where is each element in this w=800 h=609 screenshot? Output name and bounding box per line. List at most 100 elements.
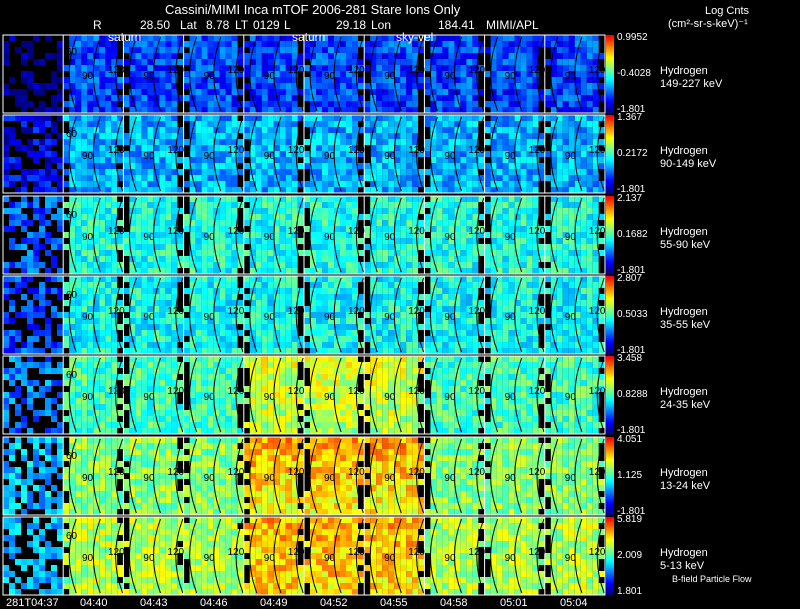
heatmap-cell	[63, 169, 70, 175]
contour-arc	[175, 36, 184, 112]
heatmap-cell	[297, 77, 304, 83]
heatmap-cell	[213, 220, 220, 226]
heatmap-cell	[297, 256, 304, 262]
heatmap-cell	[490, 83, 497, 89]
heatmap-cell	[75, 208, 82, 214]
heatmap-cell	[502, 95, 509, 101]
heatmap-cell	[370, 220, 377, 226]
heatmap-cell	[376, 139, 383, 145]
heatmap-cell	[237, 348, 244, 354]
heatmap-cell	[304, 77, 310, 83]
heatmap-cell	[27, 244, 33, 250]
heatmap-cell	[297, 89, 304, 95]
heatmap-cell	[183, 232, 190, 238]
heatmap-cell	[598, 47, 605, 53]
heatmap-cell	[316, 250, 322, 256]
heatmap-cell	[514, 163, 521, 169]
heatmap-cell	[598, 133, 605, 139]
heatmap-cell	[388, 53, 395, 59]
heatmap-cell	[243, 157, 250, 163]
heatmap-cell	[328, 202, 334, 208]
heatmap-cell	[183, 336, 190, 342]
heatmap-cell	[267, 139, 274, 145]
heatmap-cell	[63, 101, 70, 107]
heatmap-cell	[460, 89, 467, 95]
heatmap-cell	[316, 348, 322, 354]
contour-arc	[596, 36, 605, 112]
heatmap-cell	[51, 220, 57, 226]
heatmap-cell	[57, 151, 63, 157]
heatmap-cell	[346, 157, 352, 163]
heatmap-cell	[466, 238, 473, 244]
contour-arc	[235, 197, 244, 273]
heatmap-cell	[165, 348, 172, 354]
heatmap-cell	[255, 306, 262, 312]
heatmap-cell	[15, 202, 21, 208]
heatmap-cell	[63, 139, 70, 145]
heatmap-cell	[424, 133, 431, 139]
heatmap-cell	[352, 169, 358, 175]
heatmap-cell	[442, 268, 449, 274]
heatmap-cell	[352, 59, 358, 65]
heatmap-cell	[328, 151, 334, 157]
heatmap-cell	[484, 71, 491, 77]
heatmap-cell	[33, 282, 39, 288]
heatmap-cell	[400, 238, 407, 244]
contour-arc	[273, 116, 282, 192]
heatmap-cell	[394, 107, 401, 113]
heatmap-cell	[478, 268, 485, 274]
heatmap-cell	[171, 35, 178, 41]
heatmap-cell	[15, 175, 21, 181]
heatmap-cell	[418, 208, 425, 214]
heatmap-cell	[9, 107, 15, 113]
heatmap-cell	[466, 262, 473, 268]
heatmap-cell	[21, 121, 27, 127]
heatmap-cell	[382, 348, 389, 354]
heatmap-cell	[51, 294, 57, 300]
heatmap-cell	[496, 139, 503, 145]
heatmap-cell	[111, 250, 118, 256]
heatmap-cell	[364, 169, 371, 175]
heatmap-cell	[364, 226, 371, 232]
heatmap-cell	[382, 196, 389, 202]
heatmap-cell	[159, 232, 166, 238]
heatmap-cell	[454, 133, 461, 139]
heatmap-cell	[508, 208, 515, 214]
heatmap-cell	[207, 127, 214, 133]
heatmap-cell	[460, 238, 467, 244]
heatmap-cell	[478, 133, 485, 139]
heatmap-cell	[15, 318, 21, 324]
heatmap-cell	[171, 196, 178, 202]
heatmap-cell	[87, 226, 94, 232]
colorbar-segment	[606, 126, 614, 130]
heatmap-cell	[406, 41, 413, 47]
heatmap-cell	[442, 101, 449, 107]
heatmap-cell	[117, 163, 124, 169]
heatmap-cell	[436, 133, 443, 139]
heatmap-cell	[111, 145, 118, 151]
heatmap-cell	[213, 318, 220, 324]
heatmap-cell	[334, 294, 340, 300]
heatmap-cell	[291, 41, 298, 47]
heatmap-cell	[340, 276, 346, 282]
heatmap-cell	[297, 157, 304, 163]
heatmap-cell	[111, 127, 118, 133]
heatmap-cell	[334, 101, 340, 107]
heatmap-cell	[207, 65, 214, 71]
heatmap-cell	[75, 77, 82, 83]
heatmap-cell	[159, 77, 166, 83]
heatmap-cell	[261, 196, 268, 202]
heatmap-cell	[358, 208, 364, 214]
heatmap-cell	[243, 208, 250, 214]
heatmap-cell	[261, 306, 268, 312]
heatmap-cell	[472, 71, 479, 77]
heatmap-cell	[592, 169, 599, 175]
heatmap-cell	[87, 268, 94, 274]
heatmap-cell	[267, 348, 274, 354]
heatmap-cell	[39, 95, 45, 101]
heatmap-cell	[165, 47, 172, 53]
heatmap-cell	[424, 89, 431, 95]
heatmap-cell	[201, 181, 208, 187]
heatmap-cell	[27, 181, 33, 187]
heatmap-cell	[111, 244, 118, 250]
